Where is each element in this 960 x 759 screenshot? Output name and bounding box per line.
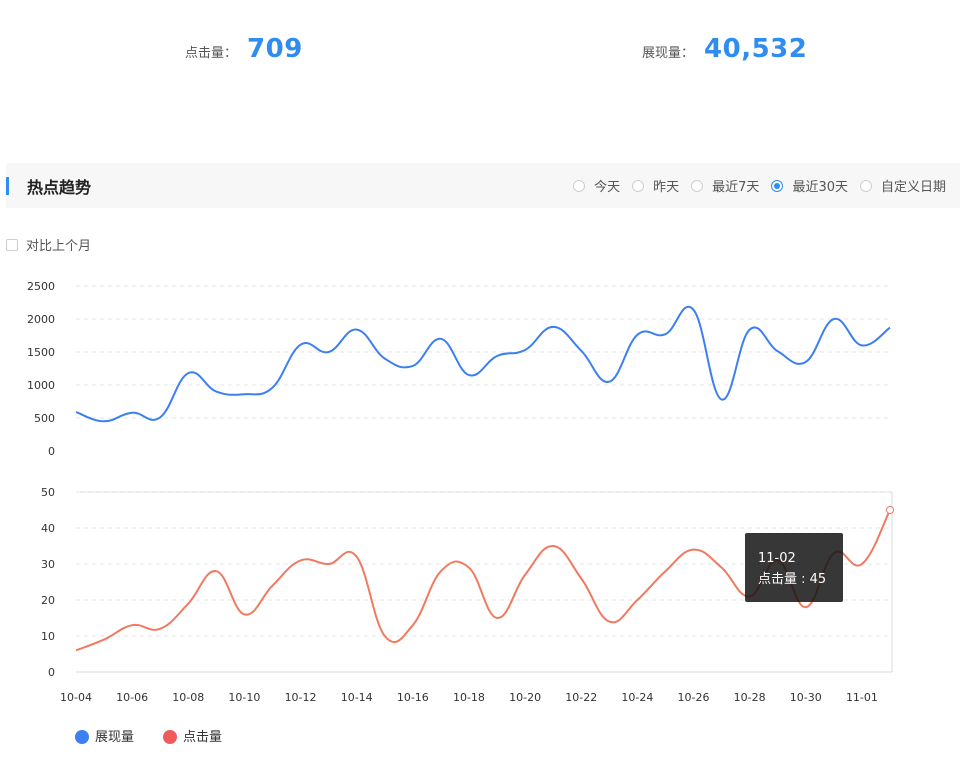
legend-swatch <box>75 730 89 744</box>
trend-chart: 0 500 1000 1500 2000 2500 0 10 20 30 40 50 10-04 10-0… <box>27 280 894 745</box>
chart-tooltip: 11-02 点击量 : 45 <box>745 533 843 602</box>
x-tick-label: 10-28 <box>734 691 766 704</box>
compare-last-month-checkbox[interactable]: 对比上个月 <box>6 235 91 254</box>
range-option[interactable]: 最近30天 <box>771 176 848 195</box>
range-option[interactable]: 昨天 <box>632 176 679 195</box>
range-option-label: 昨天 <box>653 180 680 195</box>
range-option-label: 最近30天 <box>792 180 848 195</box>
clicks-stat-value: 709 <box>247 34 303 64</box>
x-tick-label: 10-04 <box>60 691 92 704</box>
y-tick-label: 0 <box>48 666 55 679</box>
y-tick-label: 2500 <box>27 280 55 293</box>
x-tick-label: 10-24 <box>621 691 653 704</box>
x-tick-label: 10-08 <box>172 691 204 704</box>
y-tick-label: 50 <box>41 486 55 499</box>
date-range-radio-group: 今天 昨天 最近7天 最近30天 自定义日期 <box>561 163 946 208</box>
range-option[interactable]: 自定义日期 <box>859 176 946 195</box>
x-tick-label: 10-26 <box>678 691 710 704</box>
clicks-stat: 点击量： 709 <box>185 34 303 64</box>
range-option-label: 自定义日期 <box>880 180 946 195</box>
section-accent-bar <box>6 176 9 195</box>
y-tick-label: 40 <box>41 522 55 535</box>
y-tick-label: 2000 <box>27 313 55 326</box>
views-stat: 展现量： 40,532 <box>642 34 807 64</box>
series-line <box>75 305 891 423</box>
tooltip-title: 11-02 <box>758 551 796 566</box>
radio-checked[interactable] <box>771 179 784 192</box>
views-stat-value: 40,532 <box>704 34 808 64</box>
tooltip-box <box>745 533 843 602</box>
x-tick-label: 10-12 <box>285 691 317 704</box>
legend-label: 点击量 <box>183 730 222 745</box>
y-tick-label: 20 <box>41 594 55 607</box>
range-option-label: 最近7天 <box>712 180 760 195</box>
x-tick-label: 10-10 <box>228 691 260 704</box>
x-tick-label: 10-18 <box>453 691 485 704</box>
x-tick-label: 10-20 <box>509 691 541 704</box>
y-tick-label: 10 <box>41 630 55 643</box>
section-title: 热点趋势 <box>27 177 92 197</box>
x-tick-label: 10-30 <box>790 691 822 704</box>
views-stat-label: 展现量： <box>642 46 695 61</box>
checkbox-box[interactable] <box>6 238 18 251</box>
range-option[interactable]: 今天 <box>573 176 620 195</box>
y-tick-label: 30 <box>41 558 55 571</box>
radio-unchecked[interactable] <box>859 179 872 192</box>
x-tick-label: 10-14 <box>341 691 373 704</box>
legend-swatch <box>163 730 177 744</box>
radio-unchecked[interactable] <box>691 179 704 192</box>
x-tick-label: 10-22 <box>565 691 597 704</box>
radio-unchecked[interactable] <box>573 179 586 192</box>
clicks-stat-label: 点击量： <box>185 46 238 61</box>
legend-label: 展现量 <box>95 730 134 745</box>
range-option-label: 今天 <box>594 180 621 195</box>
radio-unchecked[interactable] <box>632 179 645 192</box>
trend-section-header: 热点趋势 今天 昨天 最近7天 最近30天 自定义日期 <box>6 163 960 208</box>
x-tick-label: 10-06 <box>116 691 148 704</box>
x-tick-label: 10-16 <box>397 691 429 704</box>
x-tick-label: 11-01 <box>846 691 878 704</box>
y-tick-label: 1500 <box>27 346 55 359</box>
data-point <box>886 506 894 514</box>
compare-label: 对比上个月 <box>26 239 92 254</box>
tooltip-value: 点击量 : 45 <box>758 572 826 587</box>
y-tick-label: 0 <box>48 445 55 458</box>
y-tick-label: 500 <box>34 412 55 425</box>
range-option[interactable]: 最近7天 <box>691 176 759 195</box>
y-tick-label: 1000 <box>27 379 55 392</box>
